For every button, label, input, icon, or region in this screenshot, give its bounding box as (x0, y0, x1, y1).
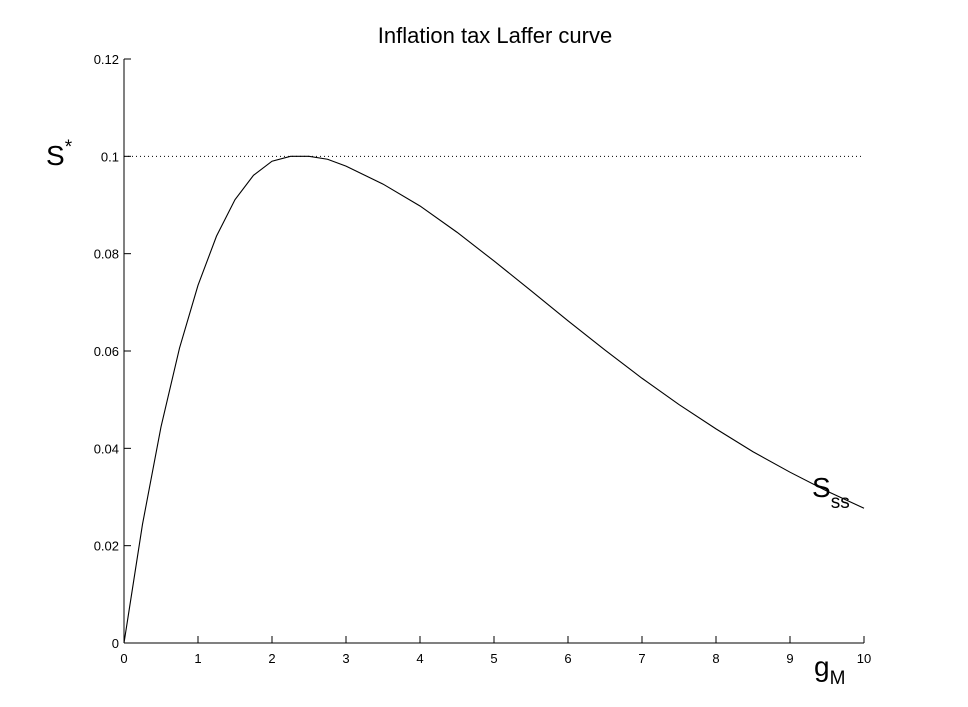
y-tick-label: 0.06 (94, 344, 119, 359)
x-tick-label: 4 (416, 651, 423, 666)
chart-title: Inflation tax Laffer curve (378, 23, 612, 48)
x-tick-label: 10 (857, 651, 871, 666)
y-tick-label: 0.02 (94, 539, 119, 554)
y-tick-label: 0.04 (94, 441, 119, 456)
x-tick-label: 8 (712, 651, 719, 666)
x-tick-label: 6 (564, 651, 571, 666)
series-label: Sss (812, 472, 850, 513)
y-tick-label: 0.1 (101, 149, 119, 164)
axes (123, 59, 864, 644)
x-tick-label: 3 (342, 651, 349, 666)
y-tick-label: 0.12 (94, 52, 119, 67)
x-tick-label: 9 (786, 651, 793, 666)
x-tick-label: 2 (268, 651, 275, 666)
x-tick-label: 5 (490, 651, 497, 666)
x-tick-label: 0 (120, 651, 127, 666)
ticks: 0 1 2 3 4 5 6 7 8 9 10 0 0.02 0.04 0.06 0.08 0.1 0.12 (94, 52, 872, 666)
y-tick-label: 0 (112, 636, 119, 651)
series-line-0 (123, 155, 865, 644)
series-group (123, 155, 865, 644)
y-axis-label: S* (46, 137, 73, 171)
x-axis-label: gM (814, 651, 845, 689)
y-tick-label: 0.08 (94, 247, 119, 262)
x-tick-label: 1 (194, 651, 201, 666)
x-tick-label: 7 (638, 651, 645, 666)
